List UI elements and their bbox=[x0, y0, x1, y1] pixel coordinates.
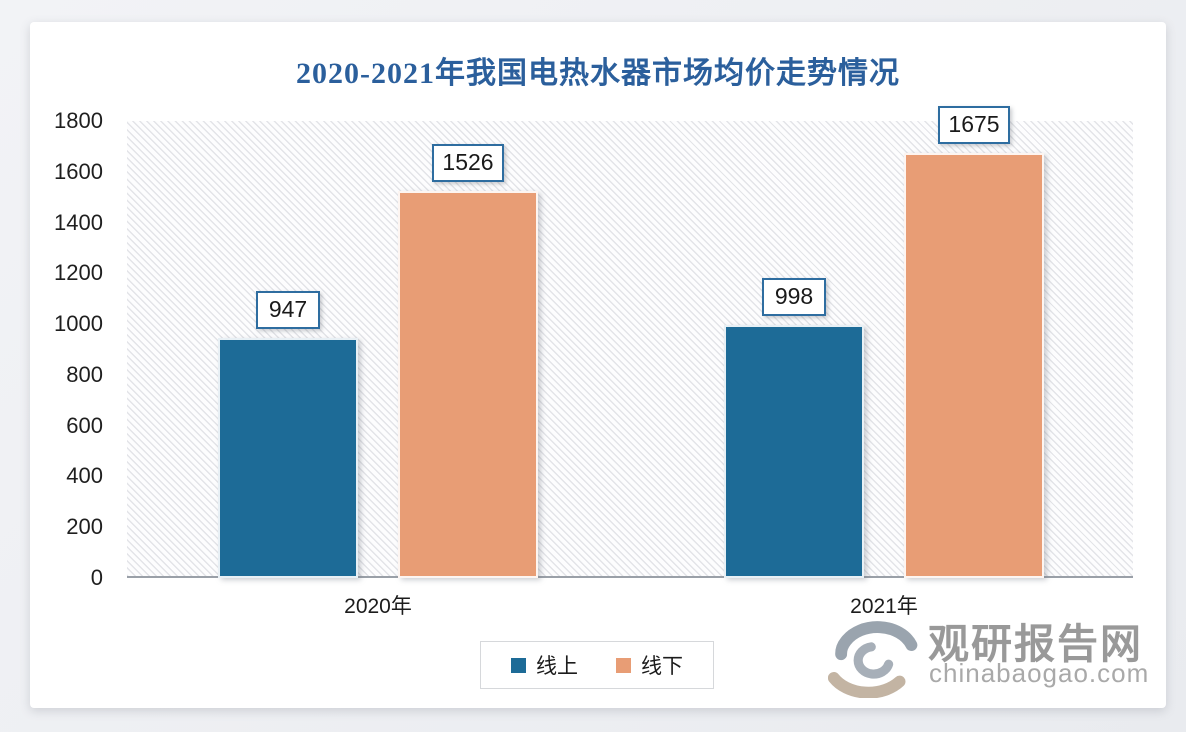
y-tick-label-200: 200 bbox=[66, 514, 103, 540]
y-tick-label-1000: 1000 bbox=[54, 311, 103, 337]
y-tick-label-1200: 1200 bbox=[54, 260, 103, 286]
watermark-site-name: 观研报告网 bbox=[928, 621, 1143, 667]
bar-线下-2021年 bbox=[904, 152, 1044, 578]
legend-item-线上: 线上 bbox=[511, 650, 578, 680]
value-label-线上-2021年: 998 bbox=[762, 277, 826, 316]
watermark: 观研报告网 chinabaogao.com bbox=[828, 610, 1158, 702]
bar-线上-2020年 bbox=[218, 337, 358, 578]
legend-label: 线上 bbox=[536, 655, 578, 678]
legend-label: 线下 bbox=[641, 655, 683, 678]
guanyan-swirl-logo-icon bbox=[828, 621, 918, 698]
y-tick-label-800: 800 bbox=[66, 361, 103, 387]
y-tick-label-1800: 1800 bbox=[54, 108, 103, 133]
legend: 线上 线下 bbox=[480, 641, 714, 689]
value-label-线下-2020年: 1526 bbox=[432, 143, 504, 182]
y-tick-label-400: 400 bbox=[66, 463, 103, 489]
y-tick-label-0: 0 bbox=[90, 565, 103, 590]
value-label-线上-2020年: 947 bbox=[256, 290, 320, 329]
chart-title: 2020-2021年我国电热水器市场均价走势情况 bbox=[296, 57, 900, 90]
legend-swatch-icon bbox=[511, 657, 526, 673]
legend-swatch-icon bbox=[616, 657, 631, 673]
y-tick-label-1400: 1400 bbox=[54, 209, 103, 235]
bar-线下-2020年 bbox=[398, 190, 538, 578]
bar-线上-2021年 bbox=[724, 324, 864, 578]
watermark-domain: chinabaogao.com bbox=[929, 658, 1150, 688]
legend-item-线下: 线下 bbox=[616, 650, 683, 680]
x-tick-label-2021年: 2021年 bbox=[850, 595, 918, 618]
y-tick-label-600: 600 bbox=[66, 412, 103, 438]
value-label-线下-2021年: 1675 bbox=[938, 105, 1010, 144]
x-tick-label-2020年: 2020年 bbox=[344, 595, 412, 618]
y-tick-label-1600: 1600 bbox=[54, 158, 103, 184]
